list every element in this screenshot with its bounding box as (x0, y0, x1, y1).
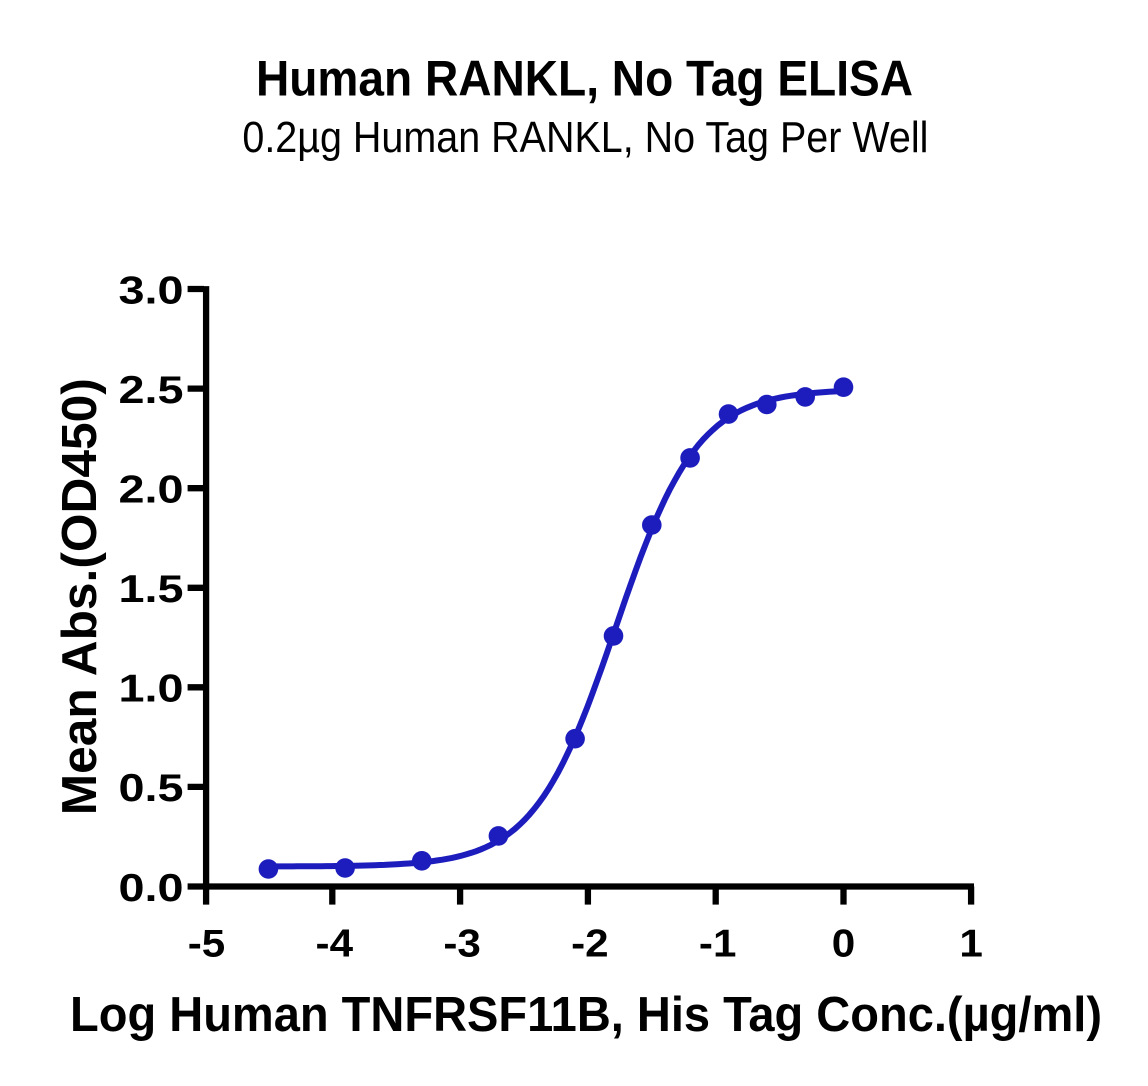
svg-text:-5: -5 (188, 922, 226, 965)
svg-text:-4: -4 (316, 922, 354, 965)
svg-text:Mean Abs.(OD450): Mean Abs.(OD450) (53, 378, 107, 815)
svg-text:1.0: 1.0 (119, 668, 184, 711)
svg-text:2.0: 2.0 (119, 469, 184, 512)
svg-text:1.5: 1.5 (119, 568, 184, 611)
svg-text:0.2µg Human RANKL, No Tag Per: 0.2µg Human RANKL, No Tag Per Well (242, 113, 928, 162)
svg-text:0.0: 0.0 (119, 867, 184, 910)
svg-text:1: 1 (959, 922, 983, 965)
svg-text:0: 0 (832, 922, 856, 965)
svg-text:-1: -1 (699, 922, 737, 965)
svg-text:-2: -2 (571, 922, 609, 965)
svg-text:-3: -3 (443, 922, 481, 965)
svg-text:Human RANKL, No Tag ELISA: Human RANKL, No Tag ELISA (256, 50, 913, 106)
svg-text:2.5: 2.5 (119, 369, 184, 412)
svg-text:0.5: 0.5 (119, 767, 184, 810)
svg-text:Log Human TNFRSF11B, His Tag C: Log Human TNFRSF11B, His Tag Conc.(µg/ml… (70, 988, 1102, 1042)
svg-text:3.0: 3.0 (119, 269, 184, 312)
